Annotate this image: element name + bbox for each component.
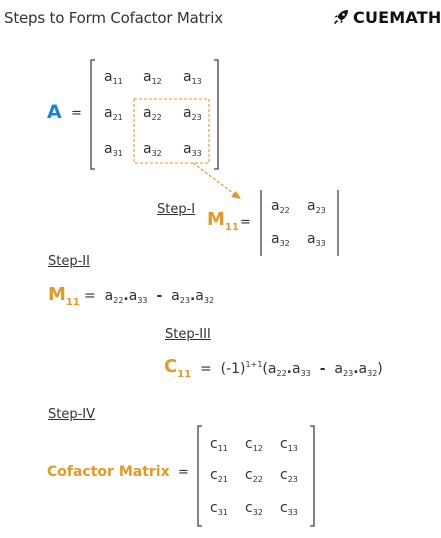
matrix-a-element: a23 (183, 105, 202, 122)
cofactor-matrix-element: c12 (245, 436, 263, 453)
brand-logo: CUEMATH (333, 6, 441, 28)
cofactor-matrix-element: c23 (280, 467, 298, 484)
step-2-label: Step-II (48, 254, 90, 269)
matrix-a-element: a13 (183, 69, 202, 86)
minor-element: a22 (271, 198, 290, 215)
step-3-label: Step-III (165, 327, 211, 342)
matrix-a-element: a33 (183, 141, 202, 158)
minor-expansion: = a22.a33 - a23.a32 (84, 288, 215, 305)
minor-m11-label: M11 (207, 209, 239, 233)
matrix-a-element: a31 (104, 141, 123, 158)
submatrix-highlight (133, 98, 210, 164)
minor-element: a32 (271, 231, 290, 248)
cofactor-c11-label: C11 (164, 356, 192, 380)
matrix-a-element: a11 (104, 69, 123, 86)
rocket-icon (334, 10, 348, 24)
step-4-label: Step-IV (48, 407, 96, 422)
step-1-label: Step-I (157, 202, 196, 217)
brand-name: CUEMATH (353, 7, 441, 27)
cofactor-matrix-element: c11 (210, 436, 228, 453)
cofactor-left-bracket (197, 425, 202, 527)
cofactor-right-bracket (310, 425, 315, 527)
page-title: Steps to Form Cofactor Matrix (4, 9, 223, 27)
minor-equals: = (240, 215, 251, 230)
matrix-a-element: a32 (143, 141, 162, 158)
matrix-a-equals: = (71, 106, 82, 121)
cofactor-matrix-label: Cofactor Matrix (47, 464, 170, 480)
cofactor-matrix-equals: = (178, 465, 189, 480)
cofactor-matrix-element: c33 (280, 500, 298, 517)
cofactor-matrix-element: c21 (210, 467, 228, 484)
cofactor-matrix-element: c32 (245, 500, 263, 517)
matrix-a-left-bracket (90, 59, 95, 170)
matrix-a-right-bracket (214, 59, 219, 170)
cofactor-matrix-element: c31 (210, 500, 228, 517)
cofactor-matrix-element: c22 (245, 467, 263, 484)
matrix-a-element: a21 (104, 105, 123, 122)
pointer-arrow (192, 162, 238, 197)
pointer-arrowhead (231, 191, 241, 199)
matrix-a-label: A (47, 101, 62, 123)
minor-element: a23 (307, 198, 326, 215)
cofactor-expansion: = (-1)1+1(a22.a33 - a23.a32) (200, 360, 383, 378)
matrix-a-element: a12 (143, 69, 162, 86)
minor-m11-label: M11 (48, 284, 80, 308)
matrix-a-element: a22 (143, 105, 162, 122)
cofactor-matrix-element: c13 (280, 436, 298, 453)
minor-element: a33 (307, 231, 326, 248)
